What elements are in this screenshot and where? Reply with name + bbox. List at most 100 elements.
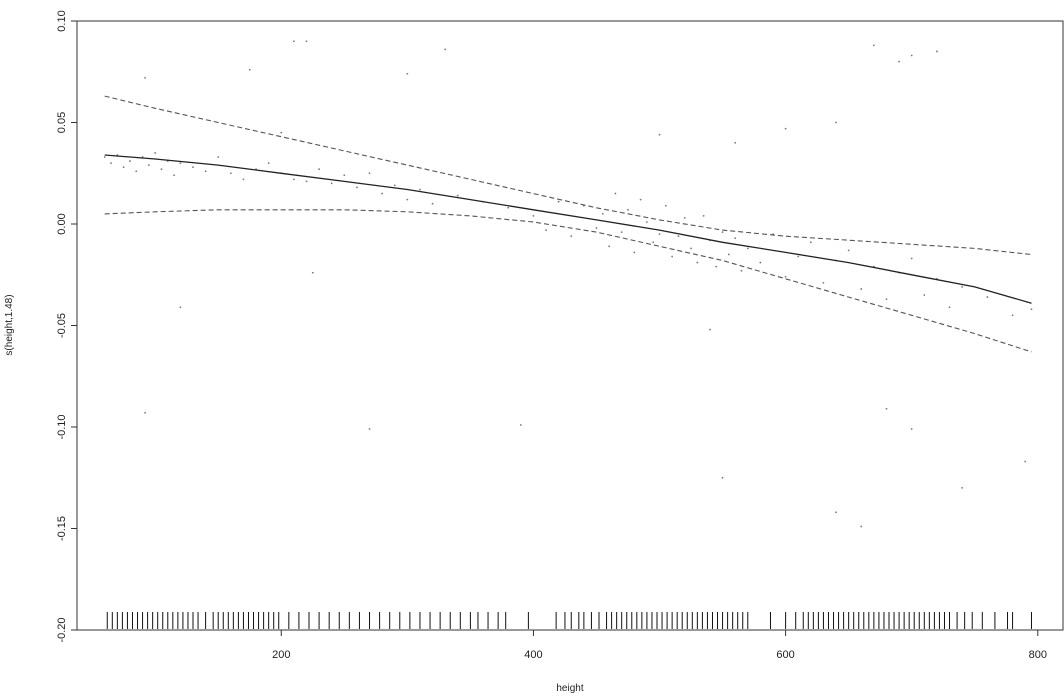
residual-point xyxy=(343,174,346,177)
residual-point xyxy=(406,198,409,201)
residual-point xyxy=(330,182,333,185)
residual-point xyxy=(305,40,308,43)
residual-point xyxy=(431,202,434,205)
residual-point xyxy=(746,247,749,250)
residual-point xyxy=(633,251,636,254)
residual-point xyxy=(173,174,175,177)
residual-point xyxy=(961,286,964,288)
residual-point xyxy=(910,428,913,430)
residual-point xyxy=(545,229,547,231)
residual-point xyxy=(179,306,182,309)
residual-point xyxy=(702,214,705,217)
residual-point xyxy=(1011,314,1014,317)
residual-point xyxy=(608,245,610,248)
residual-point xyxy=(898,60,900,63)
residual-point xyxy=(923,294,926,296)
residual-point xyxy=(419,188,421,191)
residual-point xyxy=(110,162,112,165)
residual-point xyxy=(305,180,308,183)
residual-point xyxy=(144,76,146,79)
residual-point xyxy=(759,261,762,264)
residual-point xyxy=(147,164,150,167)
residual-point xyxy=(1030,308,1033,311)
residual-point xyxy=(835,511,837,514)
residual-point xyxy=(784,127,787,130)
residual-point xyxy=(646,221,648,223)
upper-band-line xyxy=(104,95,1032,256)
residual-point xyxy=(532,214,535,217)
residual-point xyxy=(885,298,888,301)
y-tick-label: -0.10 xyxy=(56,414,68,439)
residual-point xyxy=(797,255,800,258)
residual-point xyxy=(709,328,711,331)
residual-point xyxy=(135,170,138,173)
y-tick-label: -0.20 xyxy=(56,617,68,642)
residual-point xyxy=(910,257,913,260)
residual-point xyxy=(144,411,146,414)
residual-point xyxy=(129,160,131,162)
y-tick-label: -0.05 xyxy=(56,313,68,338)
residual-point xyxy=(381,192,384,195)
residual-point xyxy=(658,233,661,236)
residual-point xyxy=(740,269,743,272)
residual-point xyxy=(690,247,692,250)
residual-point xyxy=(809,241,812,244)
residual-point xyxy=(683,217,686,219)
residual-point xyxy=(721,231,724,234)
residual-point xyxy=(784,275,787,278)
residual-point xyxy=(936,50,938,53)
residual-point xyxy=(727,253,730,256)
residual-point xyxy=(570,235,573,238)
x-axis-title: height xyxy=(556,683,583,694)
residual-points xyxy=(103,40,1033,528)
residual-point xyxy=(734,237,737,240)
residual-point xyxy=(696,261,699,264)
residual-point xyxy=(160,168,163,171)
residual-point xyxy=(658,133,661,136)
residual-point xyxy=(356,186,358,189)
residual-point xyxy=(444,48,447,51)
residual-point xyxy=(557,200,560,203)
residual-point xyxy=(677,235,680,238)
y-axis: -0.20 -0.15 -0.10 -0.05 0.00 0.05 0.10 xyxy=(56,10,77,643)
residual-point xyxy=(715,265,718,268)
residual-point xyxy=(860,525,863,528)
x-axis: 200 400 600 800 xyxy=(272,629,1047,661)
residual-point xyxy=(614,192,617,195)
residual-point xyxy=(248,68,251,71)
residual-point xyxy=(368,428,371,430)
residual-point xyxy=(948,306,951,309)
residual-point xyxy=(242,178,245,181)
residual-point xyxy=(860,288,863,290)
y-tick-label: 0.00 xyxy=(56,213,68,234)
y-tick-label: -0.15 xyxy=(56,516,68,541)
rug-ticks xyxy=(106,612,1032,629)
residual-point xyxy=(406,72,409,75)
residual-point xyxy=(519,424,522,426)
residual-point xyxy=(368,172,371,175)
x-tick-label: 800 xyxy=(1029,649,1047,661)
residual-point xyxy=(595,227,598,229)
residual-point xyxy=(217,156,220,158)
residual-point xyxy=(664,204,667,207)
residual-point xyxy=(822,281,825,284)
y-tick-label: 0.05 xyxy=(56,112,68,133)
residual-point xyxy=(292,178,295,181)
x-tick-label: 200 xyxy=(272,649,290,661)
residual-point xyxy=(192,166,194,169)
x-tick-label: 600 xyxy=(776,649,794,661)
plot-box xyxy=(76,20,1064,631)
lower-band-line xyxy=(104,209,1032,353)
smooth-line xyxy=(104,154,1032,304)
residual-point xyxy=(734,141,737,144)
residual-point xyxy=(280,131,283,134)
residual-point xyxy=(986,296,989,298)
residual-point xyxy=(456,194,459,197)
residual-point xyxy=(910,54,913,57)
residual-point xyxy=(620,231,623,234)
residual-point xyxy=(122,166,125,169)
residual-point xyxy=(835,121,837,124)
residual-point xyxy=(847,249,850,252)
residual-point xyxy=(961,487,964,489)
